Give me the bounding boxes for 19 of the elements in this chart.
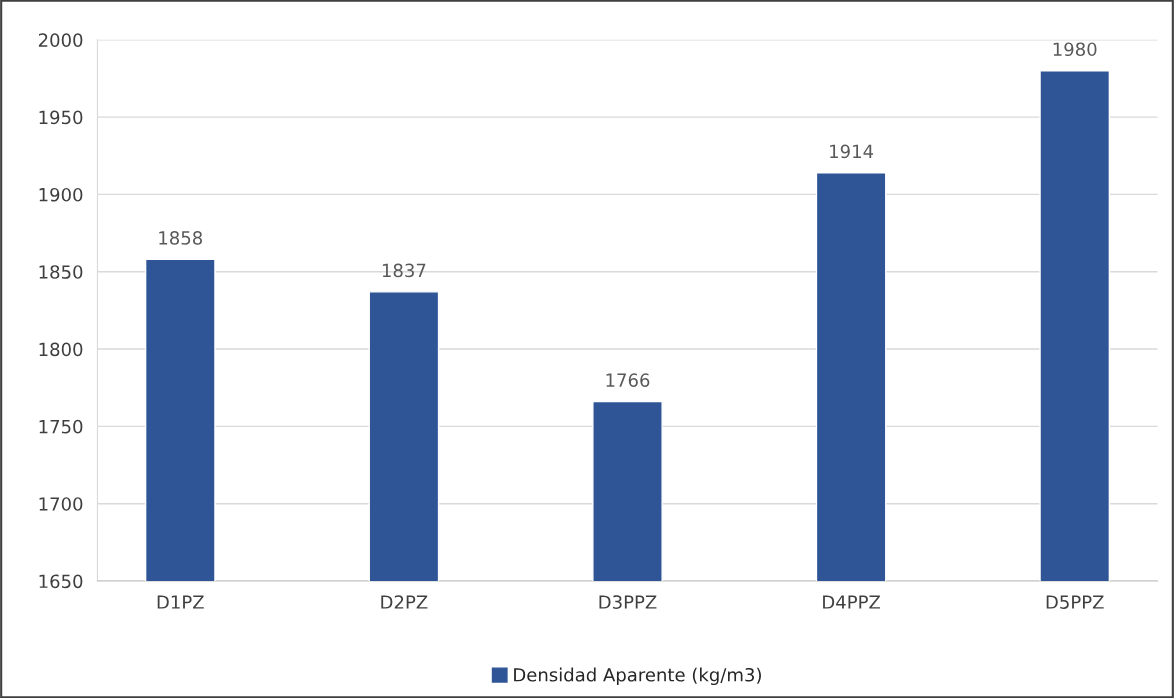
- y-tick-label: 2000: [38, 33, 83, 47]
- data-label: 1766: [606, 373, 650, 388]
- y-tick-label: 1700: [39, 497, 83, 511]
- legend-label: Densidad Aparente (kg/m3): [514, 667, 761, 686]
- data-label: 1837: [382, 263, 426, 278]
- x-tick-label: D3PPZ: [599, 595, 657, 609]
- y-tick-label: 1750: [39, 419, 83, 434]
- y-tick-label: 1950: [39, 110, 83, 125]
- data-label: 1858: [159, 231, 203, 245]
- x-tick-label: D2PZ: [381, 595, 428, 609]
- x-tick-label: D5PPZ: [1046, 595, 1104, 609]
- y-tick-label: 1850: [39, 265, 83, 279]
- y-tick-label: 1650: [39, 574, 83, 589]
- y-tick-label: 1800: [39, 342, 83, 357]
- x-tick-label: D1PZ: [157, 595, 204, 609]
- data-label: 1980: [1053, 42, 1097, 57]
- y-tick-label: 1900: [39, 187, 83, 202]
- data-label: 1914: [830, 144, 874, 159]
- x-tick-label: D4PPZ: [823, 595, 881, 609]
